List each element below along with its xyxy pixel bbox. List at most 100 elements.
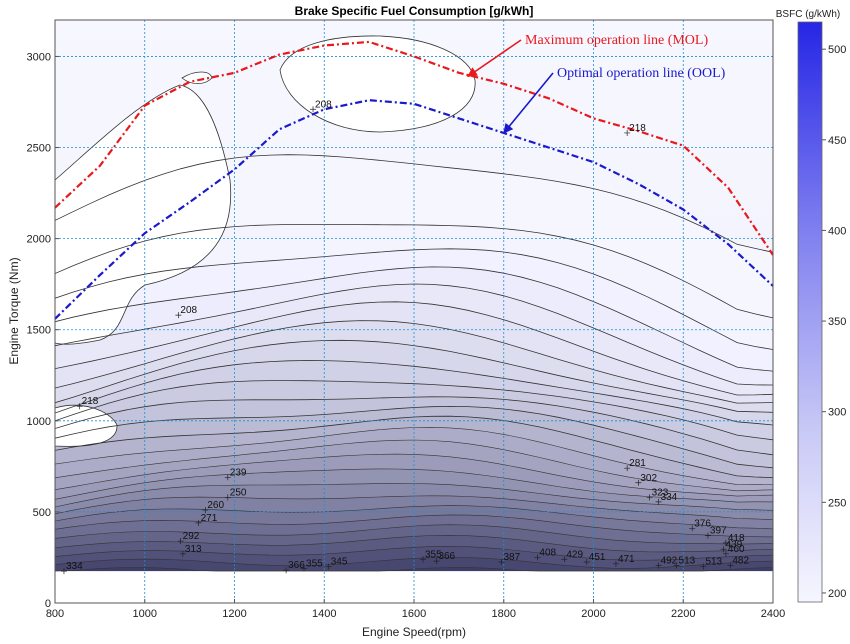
y-tick-label: 0 <box>45 598 51 610</box>
contour-label: 471 <box>618 554 635 565</box>
contour-label: 218 <box>629 123 646 134</box>
ool-arrow <box>503 72 554 134</box>
contour-label-marker <box>646 494 653 501</box>
contour-label: 334 <box>66 561 83 572</box>
contour-label-marker <box>224 474 231 481</box>
contour-label: 208 <box>180 305 197 316</box>
contour-line <box>55 301 773 396</box>
contour-label: 313 <box>185 544 202 555</box>
contour-label-marker <box>727 562 734 569</box>
colorbar-tick-label: 200 <box>828 588 846 600</box>
x-tick-label: 1000 <box>133 608 157 620</box>
contour-label: 292 <box>183 531 200 542</box>
contour-label: 366 <box>288 560 305 571</box>
x-tick-label: 1800 <box>492 608 516 620</box>
contour-label: 355 <box>425 549 442 560</box>
contour-label: 355 <box>306 558 323 569</box>
contour-label: 302 <box>640 473 657 484</box>
contour-label: 513 <box>679 556 696 567</box>
x-tick-label: 800 <box>46 608 64 620</box>
x-tick-label: 2000 <box>581 608 605 620</box>
contour-empty-region <box>55 571 773 603</box>
operation-lines <box>55 40 773 320</box>
colorbar-tick-label: 500 <box>828 44 846 56</box>
gridlines <box>55 20 773 603</box>
y-axis-ticks: 0 500 1000 1500 2000 2500 3000 <box>27 51 59 610</box>
contour-label: 218 <box>82 396 99 407</box>
contour-label-marker <box>325 563 332 570</box>
contour-label: 439 <box>726 539 743 550</box>
contour-label-marker <box>433 558 440 565</box>
y-axis-label: Engine Torque (Nm) <box>7 257 21 364</box>
contour-label-marker <box>534 554 541 561</box>
mol-arrow <box>467 39 522 78</box>
colorbar-tick-label: 400 <box>828 225 846 237</box>
contour-label-marker <box>76 403 83 410</box>
x-axis-ticks: 800 1000 1200 1400 1600 1800 2000 2200 2400 <box>46 599 785 620</box>
contour-label-marker <box>561 556 568 563</box>
contour-label: 492 <box>779 556 796 567</box>
contour-label-marker <box>612 560 619 567</box>
contour-label-marker <box>283 567 290 574</box>
contour-label-marker <box>624 465 631 472</box>
contour-label: 260 <box>207 500 224 511</box>
contour-label: 208 <box>315 99 332 110</box>
ool-line <box>55 99 773 320</box>
contour-label: 345 <box>331 557 348 568</box>
contour-island-low-left <box>55 84 232 345</box>
x-tick-label: 1200 <box>222 608 246 620</box>
contour-label-marker <box>202 507 209 514</box>
contour-label: 482 <box>732 556 749 567</box>
contour-label-marker <box>689 525 696 532</box>
contour-label: 323 <box>652 487 669 498</box>
annotations: Maximum operation line (MOL) Optimal oper… <box>467 33 726 134</box>
colorbar-title: BSFC (g/kWh) <box>776 9 840 20</box>
contour-label-marker <box>60 568 67 575</box>
contour-label: 418 <box>728 533 745 544</box>
contour-label-marker <box>655 562 662 569</box>
contour-label: 334 <box>661 492 678 503</box>
x-tick-label: 2200 <box>671 608 695 620</box>
contour-label-marker <box>301 565 308 572</box>
contour-label-marker <box>179 550 186 557</box>
colorbar-tick-label: 450 <box>828 135 846 147</box>
contour-label: 397 <box>710 526 727 537</box>
contour-label-marker <box>624 129 631 136</box>
contour-label-marker <box>419 556 426 563</box>
contour-line <box>55 266 773 372</box>
contour-island-top-small <box>181 71 213 85</box>
contour-label-marker <box>498 559 505 566</box>
colorbar-tick-label: 300 <box>828 407 846 419</box>
y-tick-label: 1500 <box>27 325 51 337</box>
contour-label-marker <box>673 562 680 569</box>
ool-annotation: Optimal operation line (OOL) <box>557 66 726 81</box>
chart-title: Brake Specific Fuel Consumption [g/kWh] <box>295 4 534 18</box>
contour-label: 366 <box>438 551 455 562</box>
contour-label-marker <box>774 563 780 569</box>
colorbar <box>797 21 823 603</box>
contour-label: 271 <box>201 513 218 524</box>
contour-label-marker <box>655 498 662 505</box>
x-tick-label: 1400 <box>312 608 336 620</box>
contour-line <box>55 154 773 253</box>
contour-label-marker <box>175 312 182 319</box>
contour-label: 387 <box>504 552 521 563</box>
y-tick-label: 2000 <box>27 234 51 246</box>
y-tick-label: 2500 <box>27 143 51 155</box>
contour-label: 513 <box>705 557 722 568</box>
contour-label-marker <box>195 519 202 526</box>
mol-line <box>55 40 773 256</box>
contour-label: 376 <box>694 518 711 529</box>
contour-line <box>55 380 773 441</box>
contour-label: 408 <box>539 547 556 558</box>
contour-label-marker <box>224 494 231 501</box>
contour-label-marker <box>583 559 590 566</box>
contour-label-marker <box>722 550 729 557</box>
contour-label: 250 <box>230 487 247 498</box>
contour-label-marker <box>704 532 711 539</box>
contour-label: 281 <box>629 458 646 469</box>
contour-line <box>55 426 773 486</box>
contour-label: 429 <box>566 549 583 560</box>
